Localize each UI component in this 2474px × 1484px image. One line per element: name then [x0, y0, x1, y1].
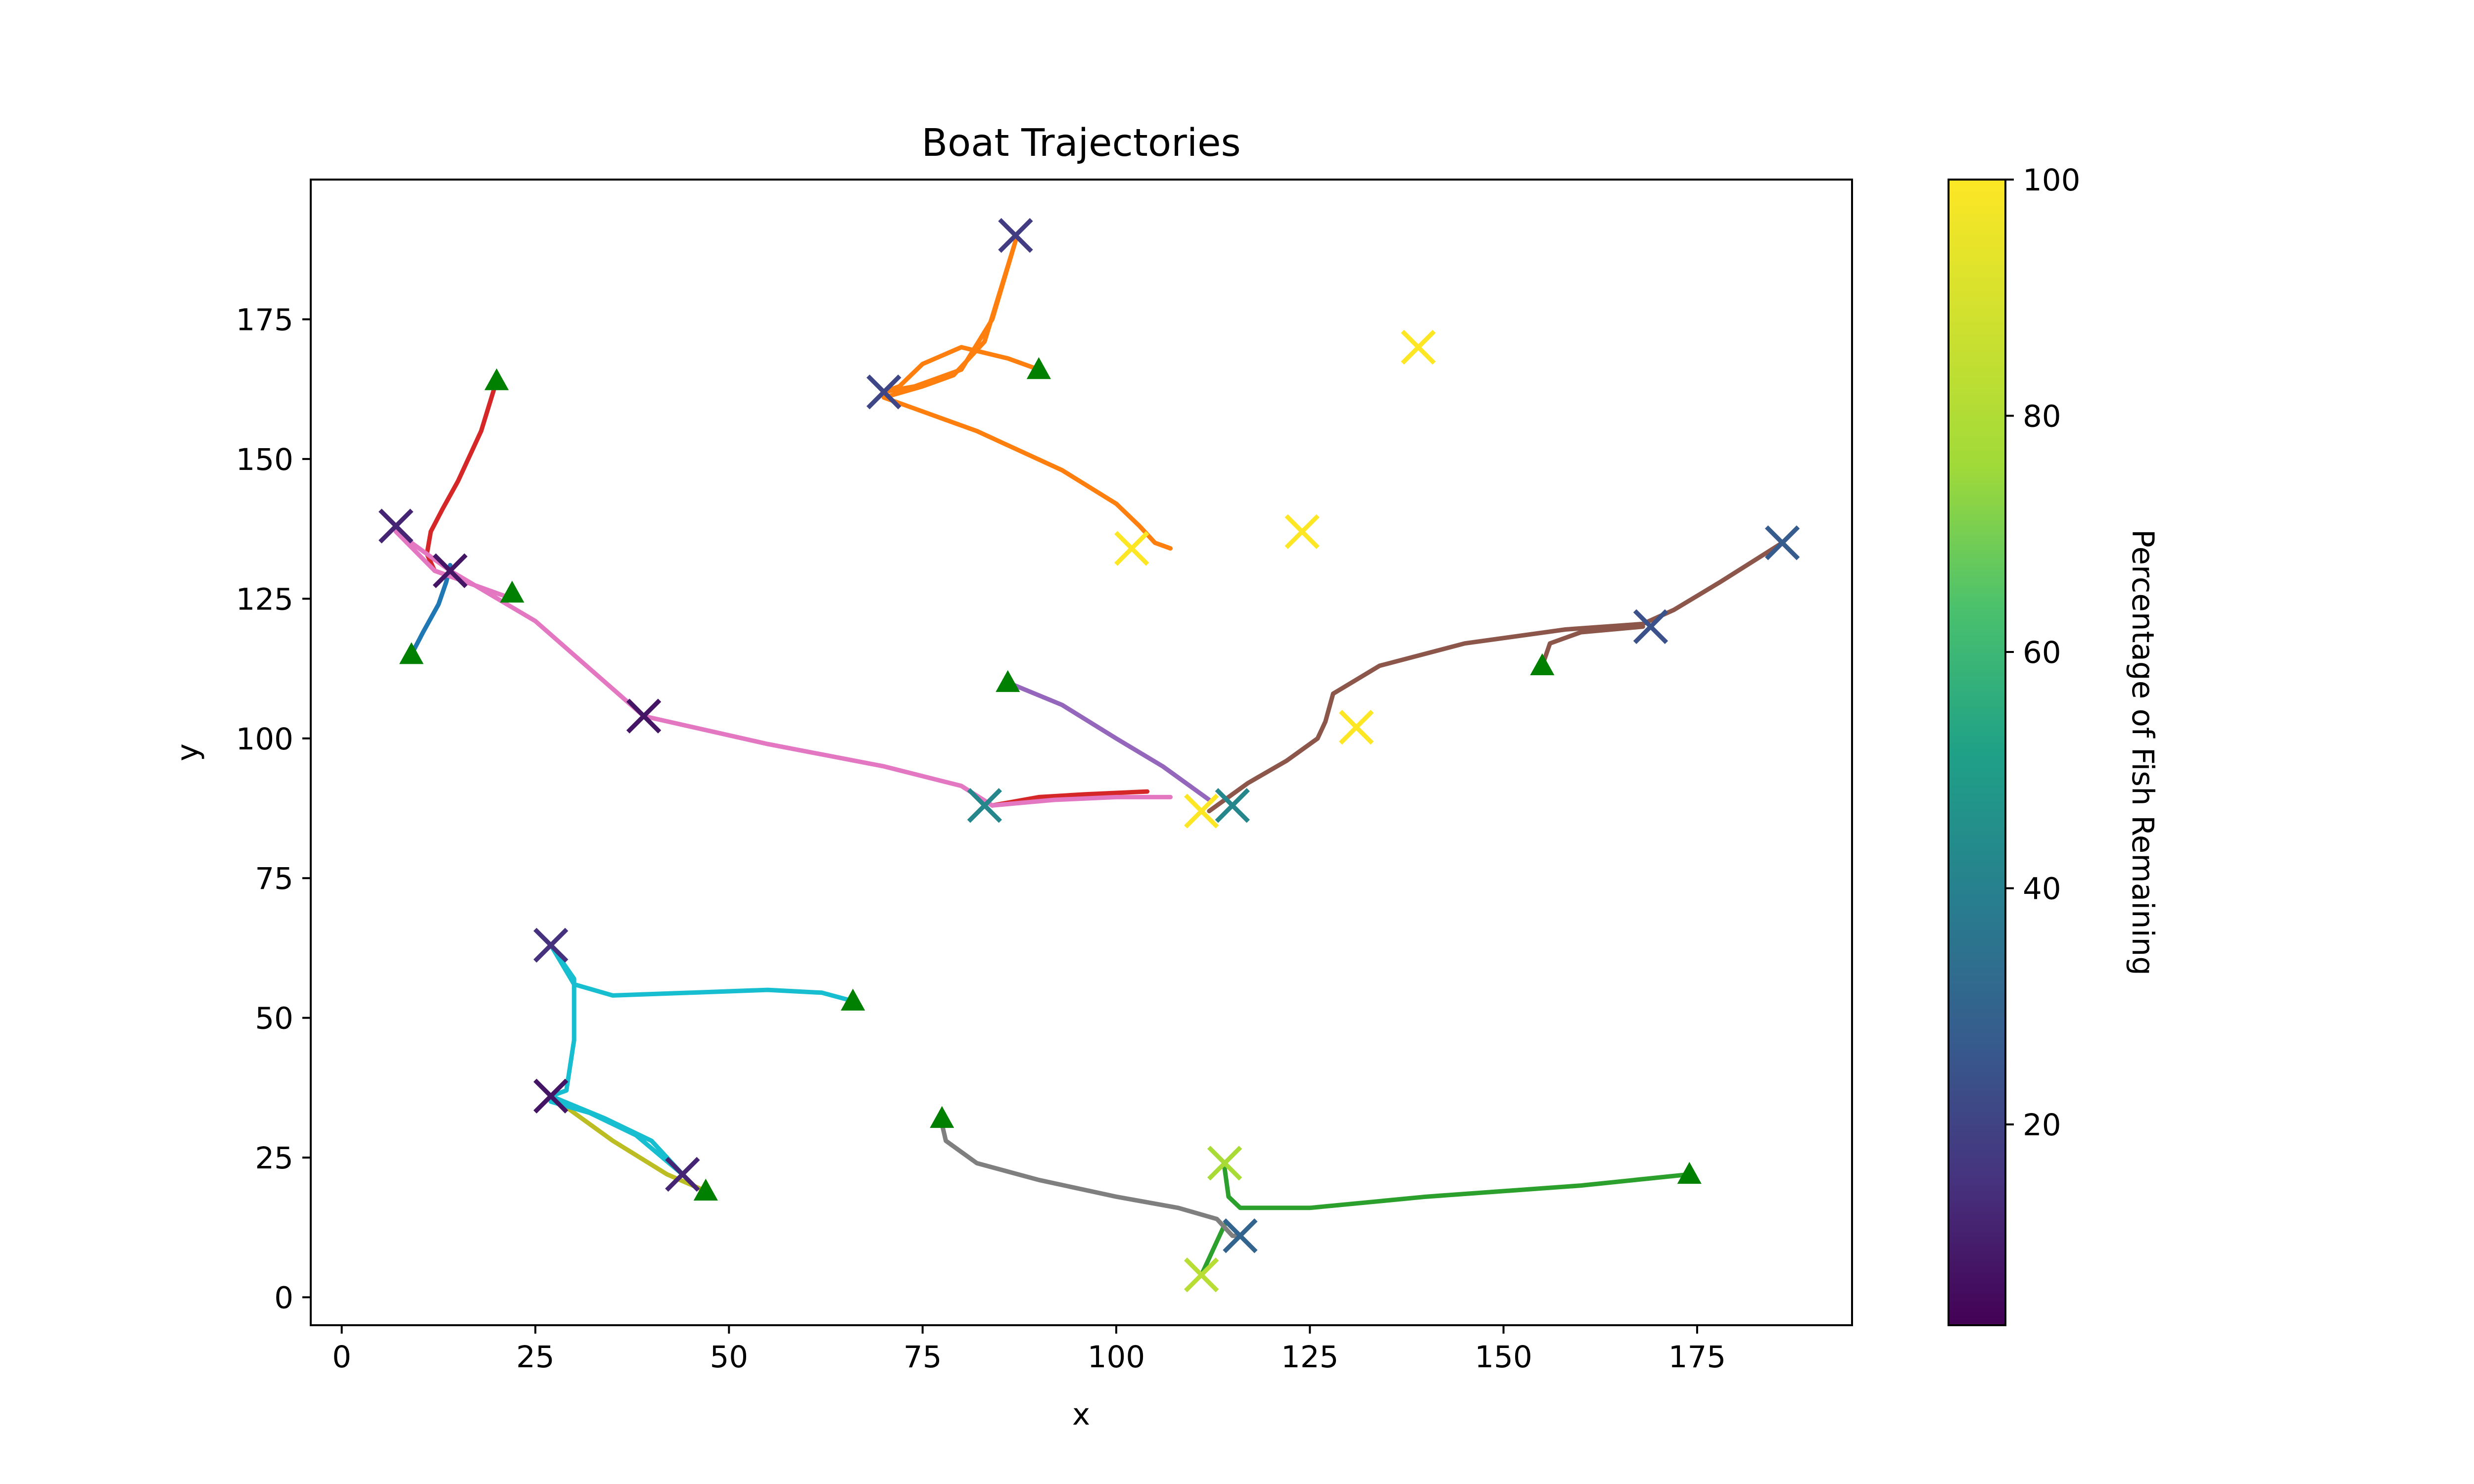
start-marker-9	[841, 988, 865, 1011]
end-marker-7	[1215, 788, 1250, 823]
y-tick-label: 125	[236, 582, 293, 617]
start-marker-7	[1677, 1161, 1702, 1184]
end-marker-5	[626, 698, 662, 734]
end-marker-4	[432, 553, 468, 589]
start-marker-2	[484, 368, 509, 390]
trajectory-line-10	[393, 529, 1173, 808]
start-marker-8	[930, 1106, 954, 1128]
start-marker-1	[399, 642, 424, 664]
end-marker-9	[1114, 531, 1149, 566]
y-tick-label: 100	[236, 722, 293, 757]
end-marker-8	[1184, 793, 1219, 829]
trajectory-line-9	[1540, 624, 1645, 668]
trajectory-line-3	[1222, 1166, 1692, 1210]
end-marker-14	[1764, 525, 1800, 560]
x-tick-label: 50	[710, 1340, 748, 1375]
colorbar-tick-label: 80	[2023, 399, 2061, 434]
x-tick-label: 75	[904, 1340, 942, 1375]
colorbar-tick-label: 20	[2023, 1108, 2061, 1143]
y-tick-label: 175	[236, 302, 293, 337]
y-tick-label: 150	[236, 442, 293, 477]
x-tick-label: 150	[1475, 1340, 1532, 1375]
end-marker-2	[866, 374, 902, 410]
x-tick-label: 0	[332, 1340, 351, 1375]
x-tick-label: 175	[1668, 1340, 1726, 1375]
trajectory-line-11	[940, 1121, 1242, 1238]
trajectory-line-8	[1207, 540, 1785, 814]
colorbar-tick-label: 100	[2023, 163, 2080, 198]
x-axis-label: x	[1072, 1397, 1090, 1432]
end-marker-16	[533, 1078, 569, 1113]
end-marker-11	[1401, 329, 1436, 365]
end-marker-1	[998, 218, 1033, 253]
start-marker-10	[693, 1178, 718, 1201]
trajectory-line-2	[881, 238, 1173, 551]
y-axis-label: y	[170, 743, 205, 761]
end-marker-17	[665, 1157, 700, 1192]
start-marker-4	[1026, 357, 1051, 379]
y-tick-label: 25	[255, 1141, 293, 1176]
trajectory-line-7	[1005, 680, 1212, 802]
plot-area	[311, 180, 1852, 1325]
start-marker-5	[996, 670, 1020, 692]
start-marker-3	[500, 580, 524, 603]
start-marker-6	[1530, 653, 1555, 675]
end-marker-3	[379, 509, 414, 544]
end-marker-6	[967, 788, 1002, 823]
end-marker-10	[1285, 514, 1320, 549]
chart-title: Boat Trajectories	[921, 121, 1240, 165]
end-marker-13	[1633, 609, 1668, 644]
end-marker-12	[1339, 709, 1374, 745]
end-marker-18	[1207, 1146, 1242, 1181]
plot-frame	[310, 179, 1853, 1326]
x-tick-label: 25	[516, 1340, 555, 1375]
end-marker-20	[1223, 1218, 1258, 1253]
x-tick-label: 125	[1281, 1340, 1338, 1375]
end-marker-15	[533, 928, 569, 963]
colorbar-tick-label: 60	[2023, 635, 2061, 670]
trajectory-line-4	[1199, 1222, 1227, 1277]
colorbar-tick-label: 40	[2023, 872, 2061, 907]
end-marker-19	[1184, 1257, 1219, 1293]
x-tick-label: 100	[1088, 1340, 1145, 1375]
y-tick-label: 50	[255, 1001, 293, 1036]
y-tick-label: 75	[255, 861, 293, 896]
colorbar	[1948, 179, 2006, 1326]
colorbar-label: Percentage of Fish Remaining	[2125, 529, 2160, 975]
y-tick-label: 0	[274, 1281, 293, 1316]
